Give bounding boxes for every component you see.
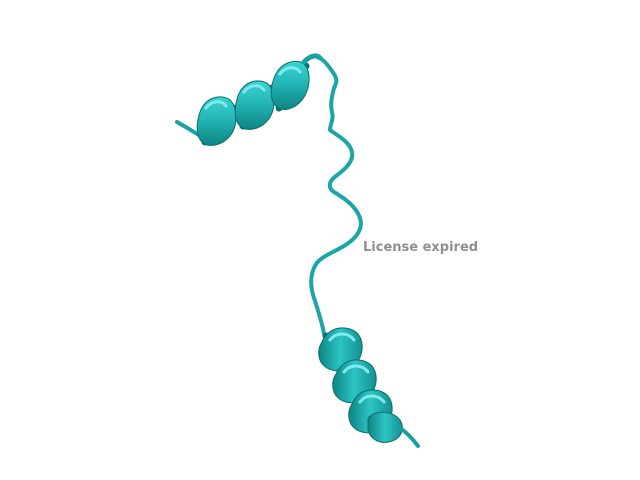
bottom-alpha-helix <box>318 327 403 443</box>
c-terminal-tail <box>398 426 420 448</box>
top-alpha-helix <box>196 53 323 146</box>
license-watermark: License expired <box>363 240 479 255</box>
coil-loop <box>309 56 363 336</box>
